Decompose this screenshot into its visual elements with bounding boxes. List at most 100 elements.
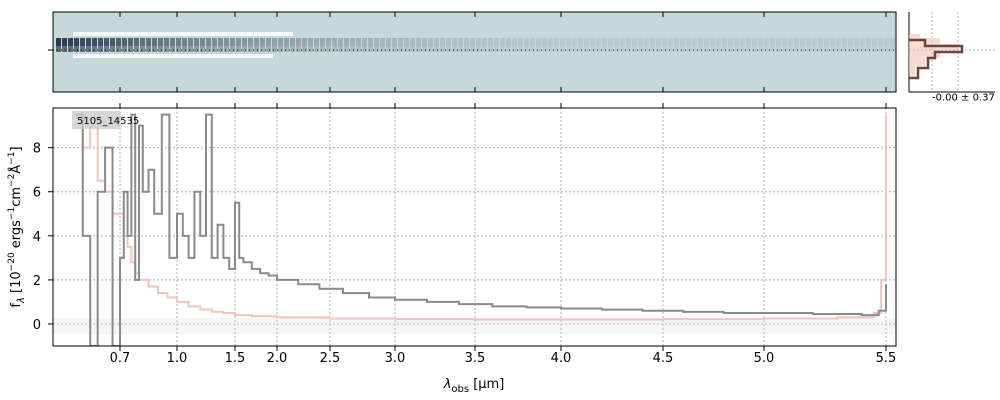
heatmap-cell	[464, 46, 469, 52]
heatmap-cell	[446, 46, 451, 52]
heatmap-cell	[500, 38, 505, 46]
heatmap-cell	[860, 38, 865, 46]
heatmap-cell	[362, 38, 367, 46]
heatmap-cell	[500, 46, 505, 52]
x-tick-label: 4.5	[653, 351, 674, 366]
heatmap-cell	[590, 38, 595, 46]
heatmap-cell	[530, 38, 535, 46]
x-tick-label: 1.5	[225, 351, 246, 366]
y-tick-labels: 0 2 4 6 8	[33, 142, 41, 333]
heatmap-cell	[56, 38, 61, 46]
heatmap-cell	[212, 38, 217, 46]
heatmap-cell	[800, 46, 805, 52]
heatmap-cell	[614, 38, 619, 46]
heatmap-cell	[560, 38, 565, 46]
heatmap-cell	[128, 46, 133, 52]
profile-annotation: -0.00 ± 0.37	[932, 92, 995, 103]
heatmap-cell	[182, 38, 187, 46]
y-tick-label: 4	[33, 230, 41, 245]
heatmap-cell	[218, 46, 223, 52]
heatmap-cell	[128, 38, 133, 46]
heatmap-cell	[416, 46, 421, 52]
x-axis-title: λobs [μm]	[443, 377, 505, 395]
main-ticks	[48, 103, 887, 351]
heatmap-cell	[848, 38, 853, 46]
heatmap-cell	[698, 38, 703, 46]
heatmap-cell	[476, 46, 481, 52]
heatmap-cell	[506, 46, 511, 52]
heatmap-cell	[296, 46, 301, 52]
heatmap-cell	[98, 38, 103, 46]
heatmap-cell	[326, 38, 331, 46]
heatmap-cell	[116, 38, 121, 46]
heatmap-cell	[596, 38, 601, 46]
heatmap-cell	[92, 38, 97, 46]
heatmap-cell	[788, 38, 793, 46]
heatmap-cell	[266, 38, 271, 46]
heatmap-cell	[272, 38, 277, 46]
heatmap-cell	[836, 46, 841, 52]
heatmap-cell	[386, 46, 391, 52]
heatmap-cell	[638, 38, 643, 46]
heatmap-cell	[260, 38, 265, 46]
heatmap-cell	[674, 38, 679, 46]
x-tick-label: 5.5	[876, 351, 897, 366]
heatmap-cell	[338, 46, 343, 52]
heatmap-cell	[728, 46, 733, 52]
heatmap-cell	[578, 38, 583, 46]
heatmap-cell	[740, 38, 745, 46]
heatmap-cell	[602, 46, 607, 52]
main-grid	[53, 108, 896, 346]
heatmap-highlight	[73, 32, 293, 36]
heatmap-cell	[248, 46, 253, 52]
heatmap-cell	[140, 38, 145, 46]
heatmap-cell	[602, 38, 607, 46]
heatmap-cell	[200, 38, 205, 46]
heatmap-cell	[824, 46, 829, 52]
heatmap-cell	[284, 38, 289, 46]
heatmap-cell	[284, 46, 289, 52]
heatmap-cell	[140, 46, 145, 52]
heatmap-cell	[398, 38, 403, 46]
heatmap-cell	[536, 38, 541, 46]
heatmap-cell	[494, 38, 499, 46]
heatmap-cell	[566, 38, 571, 46]
heatmap-cell	[434, 46, 439, 52]
heatmap-cell	[578, 46, 583, 52]
heatmap-cell	[716, 46, 721, 52]
heatmap-cell	[290, 46, 295, 52]
heatmap-cell	[98, 46, 103, 52]
heatmap-cell	[176, 46, 181, 52]
heatmap-cell	[572, 46, 577, 52]
heatmap-trace	[53, 32, 896, 58]
heatmap-cell	[680, 38, 685, 46]
heatmap-cell	[806, 38, 811, 46]
heatmap-cell	[434, 38, 439, 46]
heatmap-cell	[746, 46, 751, 52]
heatmap-cell	[710, 38, 715, 46]
heatmap-cell	[632, 46, 637, 52]
heatmap-cell	[734, 38, 739, 46]
heatmap-cell	[662, 38, 667, 46]
heatmap-cell	[566, 46, 571, 52]
heatmap-cell	[278, 46, 283, 52]
heatmap-cell	[338, 38, 343, 46]
heatmap-cell	[824, 38, 829, 46]
heatmap-cell	[818, 38, 823, 46]
heatmap-cell	[692, 46, 697, 52]
heatmap-cell	[548, 46, 553, 52]
heatmap-cell	[572, 38, 577, 46]
heatmap-cell	[260, 46, 265, 52]
heatmap-cell	[122, 38, 127, 46]
heatmap-cell	[470, 38, 475, 46]
heatmap-cell	[878, 38, 883, 46]
heatmap-cell	[560, 46, 565, 52]
heatmap-cell	[758, 38, 763, 46]
heatmap-cell	[704, 46, 709, 52]
heatmap-cell	[626, 46, 631, 52]
heatmap-cell	[866, 38, 871, 46]
profile-model-line	[909, 34, 958, 76]
heatmap-cell	[776, 46, 781, 52]
heatmap-cell	[218, 38, 223, 46]
spectrum-id-label: 5105_14535	[77, 116, 139, 127]
